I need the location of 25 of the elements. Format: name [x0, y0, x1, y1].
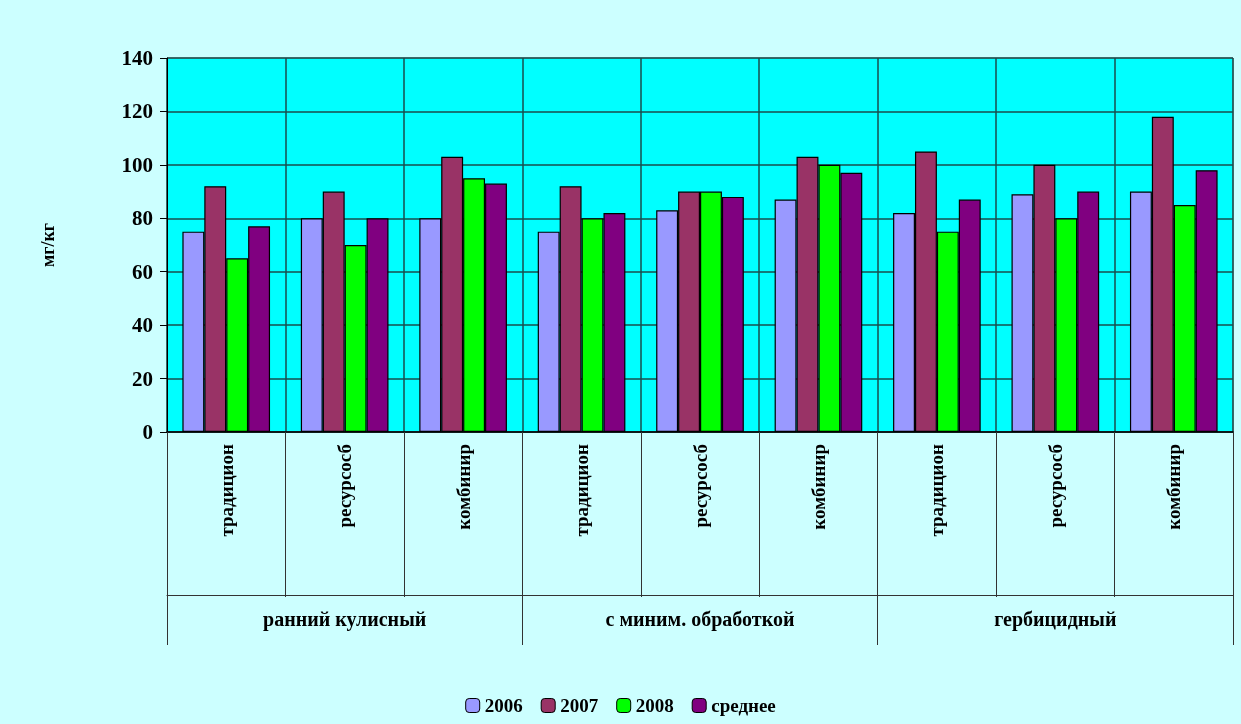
- y-tick-label: 80: [132, 206, 153, 231]
- x-tick-label: ресурсосб: [689, 444, 711, 528]
- y-tick-label: 60: [132, 259, 153, 284]
- x-tick-label: традицион: [571, 443, 593, 537]
- x-tick-label: комбинир: [807, 444, 829, 530]
- legend-label: среднее: [711, 695, 776, 716]
- legend-label: 2006: [484, 695, 523, 716]
- legend-label: 2007: [560, 695, 599, 716]
- y-tick-label: 20: [132, 366, 153, 391]
- x-tick-label: ресурсосб: [1044, 444, 1066, 528]
- x-tick-label: комбинир: [452, 444, 474, 530]
- x-tick-label: ресурсосб: [334, 444, 356, 528]
- y-axis-title: мг/кг: [38, 223, 58, 267]
- x-tick-label: традицион: [215, 443, 237, 537]
- y-tick-label: 140: [121, 46, 153, 70]
- y-tick-label: 0: [142, 420, 153, 444]
- legend-label: 2008: [635, 695, 674, 716]
- text: с миним. обработкой: [605, 608, 795, 631]
- x-tick-label: комбинир: [1163, 444, 1185, 530]
- text: гербицидный: [994, 608, 1117, 631]
- y-tick-label: 120: [121, 99, 153, 124]
- x-tick-label: традицион: [926, 443, 948, 537]
- y-tick-label: 40: [132, 313, 153, 338]
- text: ранний кулисный: [263, 608, 427, 631]
- y-tick-label: 100: [121, 152, 153, 177]
